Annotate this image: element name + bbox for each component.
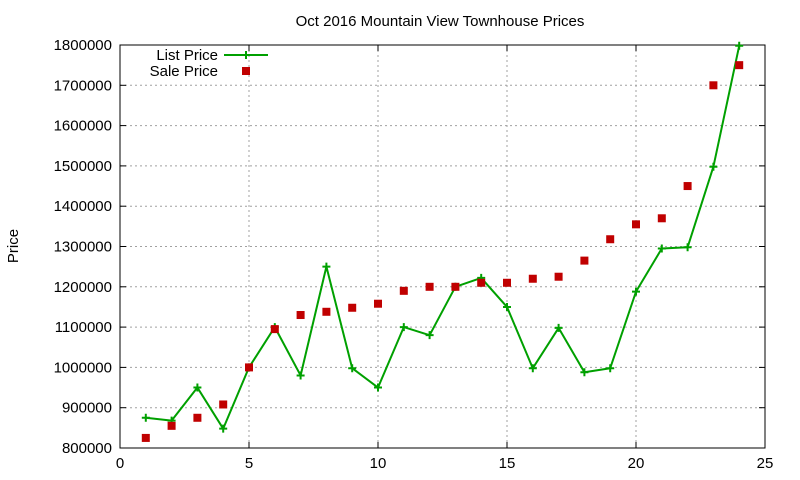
x-tick-label: 10 xyxy=(370,455,387,472)
sale-price-point xyxy=(528,274,537,283)
list-price-point xyxy=(632,287,640,296)
y-tick-label: 1200000 xyxy=(54,279,112,296)
list-price-point xyxy=(580,368,589,377)
y-axis-label: Price xyxy=(5,229,22,263)
list-price-point xyxy=(554,323,563,332)
list-price-point xyxy=(374,383,382,392)
x-tick-label: 5 xyxy=(245,455,253,472)
list-price-point xyxy=(709,162,718,171)
sale-price-point xyxy=(322,307,331,316)
x-tick-label: 15 xyxy=(499,455,516,472)
list-price-point xyxy=(322,262,331,271)
y-tick-label: 1500000 xyxy=(54,158,112,175)
list-price-point xyxy=(735,41,744,50)
sale-price-point xyxy=(554,272,563,281)
list-price-point xyxy=(348,364,357,373)
y-tick-label: 1400000 xyxy=(54,198,112,215)
sale-price-point xyxy=(606,235,615,244)
sale-price-point xyxy=(425,282,434,291)
list-price-point xyxy=(683,243,692,252)
list-price-point xyxy=(399,323,408,332)
sale-price-point xyxy=(270,325,279,334)
legend: List Price Sale Price xyxy=(150,47,268,80)
legend-label-list-price: List Price xyxy=(156,47,218,64)
x-tick-label: 20 xyxy=(628,455,645,472)
y-tick-label: 1600000 xyxy=(54,118,112,135)
list-price-point xyxy=(528,364,537,373)
legend-marker-list-price xyxy=(242,51,250,59)
legend-label-sale-price: Sale Price xyxy=(150,63,218,80)
y-tick-label: 900000 xyxy=(62,400,112,417)
sale-price-point xyxy=(735,61,744,70)
sale-price-point xyxy=(219,400,228,409)
grid-lines xyxy=(120,45,765,448)
sale-price-point xyxy=(657,214,666,223)
list-price-point xyxy=(219,424,228,433)
sale-price-point xyxy=(374,299,382,308)
y-tick-label: 1300000 xyxy=(54,239,112,256)
y-tick-label: 1800000 xyxy=(54,37,112,54)
list-price-point xyxy=(296,371,305,380)
series-layer xyxy=(141,41,744,442)
x-tick-label: 0 xyxy=(116,455,124,472)
list-price-point xyxy=(193,383,202,392)
list-price-point xyxy=(425,331,434,340)
axis-ticks: 0 5 10 15 20 25 800000 900000 1000000 1100000 1200… xyxy=(54,37,774,472)
sale-price-point xyxy=(477,278,486,287)
sale-price-point xyxy=(141,433,150,442)
legend-marker-sale-price xyxy=(242,67,250,75)
y-tick-label: 1100000 xyxy=(55,319,112,336)
sale-price-point xyxy=(399,286,408,295)
y-tick-label: 800000 xyxy=(62,440,112,457)
sale-price-point xyxy=(451,282,460,291)
sale-price-point xyxy=(503,278,511,287)
sale-price-point xyxy=(167,421,176,430)
sale-price-point xyxy=(193,413,202,422)
y-tick-label: 1700000 xyxy=(54,77,112,94)
y-tick-label: 1000000 xyxy=(54,359,112,376)
list-price-point xyxy=(606,364,615,373)
sale-price-point xyxy=(683,182,692,191)
list-price-line xyxy=(145,45,741,430)
sale-price-point xyxy=(245,363,253,372)
list-price-point xyxy=(503,302,511,311)
chart-title: Oct 2016 Mountain View Townhouse Prices xyxy=(296,13,585,30)
sale-price-point xyxy=(348,303,357,312)
sale-price-point xyxy=(296,311,305,320)
x-tick-label: 25 xyxy=(757,455,774,472)
sale-price-point xyxy=(580,256,589,265)
list-price-point xyxy=(657,244,666,253)
sale-price-point xyxy=(632,220,640,229)
list-price-point xyxy=(141,413,150,422)
sale-price-point xyxy=(709,81,718,90)
